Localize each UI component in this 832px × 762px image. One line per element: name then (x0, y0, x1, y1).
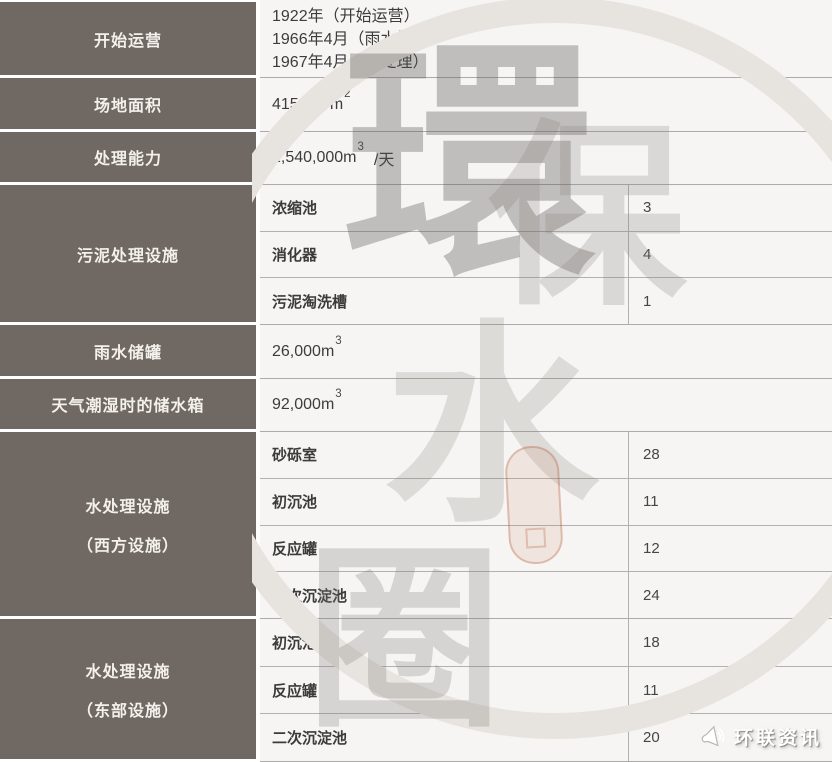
value-cell-operation-start: 1922年（开始运营） 1966年4月（雨水排放） 1967年4月（水处理） (260, 0, 832, 78)
brand-logo-text: 环联资讯 (733, 728, 822, 749)
row-header-sublabel: （东部设施） (76, 702, 179, 720)
sub-row: 砂砾室 28 (260, 432, 832, 478)
measure-superscript: 2 (344, 87, 351, 100)
subrow-label: 二次沉淀池 (272, 587, 348, 605)
row-header-label: 场地面积 (93, 97, 162, 115)
table-row: 雨水储罐 26,000m 3 (0, 325, 832, 379)
value-cell-water-facilities-west: 砂砾室 28 初沉池 11 反应罐 12 二次沉淀池 24 (260, 432, 832, 619)
measure-value: 26,000m (272, 342, 335, 360)
row-header-label: 处理能力 (93, 151, 162, 168)
row-header-label: 水处理设施 (85, 498, 171, 516)
value-cell-capacity: 1,540,000m 3/天 (260, 132, 832, 185)
subrow-label: 反应罐 (272, 682, 318, 700)
row-header-sublabel: （西方设施） (76, 537, 179, 555)
megaphone-icon (701, 725, 727, 749)
table-row: 开始运营 1922年（开始运营） 1966年4月（雨水排放） 1967年4月（水… (0, 0, 832, 78)
table-row: 污泥处理设施 浓缩池 3 消化器 4 污泥淘洗槽 1 (0, 185, 832, 325)
subrow-label: 二次沉淀池 (272, 730, 348, 748)
sub-row: 二次沉淀池 24 (260, 571, 832, 618)
value-line: 1966年4月（雨水排放） (272, 31, 445, 48)
row-header-water-facilities-west: 水处理设施 （西方设施） (0, 432, 256, 619)
sub-row: 反应罐 11 (260, 665, 832, 714)
row-header-label: 天气潮湿时的储水箱 (51, 398, 205, 415)
row-header-label: 污泥处理设施 (76, 247, 179, 265)
subrow-count: 12 (628, 525, 832, 572)
measure-value: 92,000m (272, 396, 335, 413)
subrow-count: 11 (628, 478, 832, 525)
measure-superscript: 3 (335, 334, 342, 347)
table-row: 处理能力 1,540,000m 3/天 (0, 132, 832, 185)
subrow-label: 反应罐 (272, 540, 318, 558)
measure-suffix: /天 (373, 152, 395, 169)
value-cell-sludge-facilities: 浓缩池 3 消化器 4 污泥淘洗槽 1 (260, 185, 832, 325)
sub-row: 初沉池 11 (260, 477, 832, 525)
row-header-water-facilities-east: 水处理设施 （东部设施） (0, 619, 256, 762)
row-header-site-area: 场地面积 (0, 78, 256, 132)
table-row: 场地面积 415,309m 2 (0, 78, 832, 132)
row-header-label: 雨水储罐 (93, 344, 162, 362)
subrow-label: 浓缩池 (272, 200, 318, 218)
value-cell-rainwater-tank: 26,000m 3 (260, 325, 832, 379)
subrow-count: 18 (628, 619, 832, 666)
row-header-operation-start: 开始运营 (0, 0, 256, 78)
measure-superscript: 3 (357, 141, 364, 153)
subrow-label: 初沉池 (272, 634, 318, 652)
measure-value: 1,540,000m (272, 149, 357, 166)
row-header-wet-weather-tank: 天气潮湿时的储水箱 (0, 379, 256, 432)
table-row: 水处理设施 （西方设施） 砂砾室 28 初沉池 11 反应罐 12 二次沉淀池 … (0, 432, 832, 619)
row-header-label: 开始运营 (93, 32, 162, 50)
row-header-rainwater-tank: 雨水储罐 (0, 325, 256, 379)
subrow-label: 初沉池 (272, 494, 318, 512)
subrow-count: 28 (628, 432, 832, 478)
value-cell-wet-weather-tank: 92,000m 3 (260, 379, 832, 432)
subrow-count: 4 (628, 231, 832, 278)
subrow-label: 消化器 (272, 247, 318, 264)
subrow-count: 1 (628, 278, 832, 325)
sub-row: 污泥淘洗槽 1 (260, 277, 832, 325)
subrow-label: 污泥淘洗槽 (272, 293, 348, 311)
table-row: 天气潮湿时的储水箱 92,000m 3 (0, 379, 832, 432)
measure-value: 415,309m (272, 95, 344, 113)
row-header-label: 水处理设施 (85, 663, 171, 681)
row-header-capacity: 处理能力 (0, 132, 256, 185)
sub-row: 浓缩池 3 (260, 185, 832, 231)
sub-row: 消化器 4 (260, 230, 832, 278)
sub-row: 初沉池 18 (260, 619, 832, 666)
value-cell-site-area: 415,309m 2 (260, 78, 832, 132)
sub-row: 反应罐 12 (260, 524, 832, 572)
measure-superscript: 3 (335, 388, 342, 400)
subrow-count: 24 (628, 572, 832, 618)
value-line: 1967年4月（水处理） (272, 54, 429, 71)
subrow-count: 11 (628, 666, 832, 714)
subrow-count: 3 (628, 185, 832, 231)
subrow-label: 砂砾室 (272, 447, 318, 465)
brand-logo: 环联资讯 (701, 723, 822, 750)
value-line: 1922年（开始运营） (272, 8, 420, 25)
row-header-sludge-facilities: 污泥处理设施 (0, 185, 256, 325)
